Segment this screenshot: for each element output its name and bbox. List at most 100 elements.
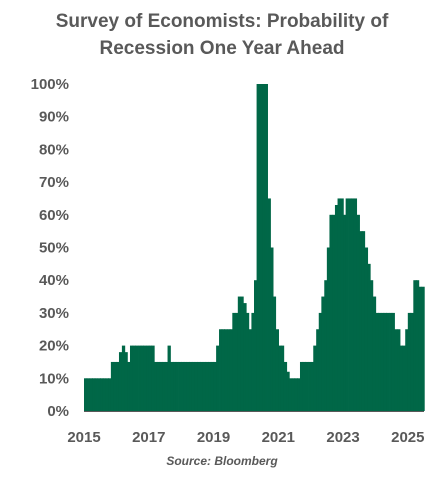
bar [132,345,136,411]
bar [140,345,144,411]
bar [283,361,288,411]
bar [367,263,371,411]
bar [394,329,398,411]
bar [94,378,98,411]
bar [186,361,190,411]
y-tick-label: 100% [31,76,69,93]
bar [421,286,425,411]
bar [278,345,282,411]
bar [316,329,320,411]
bar [164,361,169,411]
bar [102,378,107,411]
chart-title: Survey of Economists: Probability of Rec… [55,11,389,59]
bar [167,345,171,411]
bar [413,280,417,411]
bar [369,280,374,411]
x-axis-ticks: 2015 2017 2019 2021 2023 2025 [67,429,424,446]
bar [245,312,250,411]
bar [375,312,379,411]
bar [334,204,339,411]
bar [294,378,298,411]
bar [251,312,255,411]
bar [291,378,296,411]
bar [332,214,336,411]
bar [267,198,271,411]
bar [221,329,225,411]
y-tick-label: 90% [39,109,69,126]
bar [151,345,155,411]
bar [143,345,147,411]
bar [318,312,323,411]
bar [378,312,382,411]
bar [329,214,333,411]
bar [305,361,309,411]
y-axis-ticks: 0% 10% 20% 30% 40% 50% 60% 70% 80% 90% 100% [31,76,69,420]
bar [124,352,128,411]
bar [407,312,412,411]
bar [146,345,150,411]
bar [299,361,304,411]
bar [199,361,204,411]
bar [286,371,290,411]
bar [351,198,355,411]
bar [275,329,279,411]
bar [118,352,123,411]
x-tick-label: 2019 [197,429,230,446]
y-tick-label: 80% [39,141,69,158]
bar [372,296,377,411]
bar [410,312,414,411]
y-tick-label: 10% [39,370,69,387]
bars [84,84,425,411]
bar [361,231,366,411]
bar [121,345,126,411]
bar [256,84,260,411]
bar [129,345,134,411]
bar [248,329,252,411]
bar [108,378,112,411]
bar [240,296,244,411]
bar [229,329,234,411]
y-tick-label: 30% [39,305,69,322]
bar [359,231,363,411]
bar [262,84,266,411]
bar [386,312,390,411]
bar [297,378,301,411]
y-tick-label: 40% [39,272,69,289]
bar [219,329,223,411]
bar [202,361,207,411]
bar [402,345,406,411]
bar [213,361,217,411]
y-tick-label: 0% [47,403,69,420]
bar [288,378,293,411]
bar [270,247,274,411]
bar [415,280,420,411]
bar [173,361,177,411]
bar [310,361,314,411]
bar [259,84,263,411]
bar [348,198,352,411]
bar [405,329,409,411]
x-tick-label: 2015 [67,429,100,446]
y-tick-label: 50% [39,240,69,257]
bar [353,198,358,411]
bar [216,345,220,411]
bar [105,378,109,411]
bar [97,378,101,411]
bar [100,378,104,411]
bar [343,214,347,411]
bar [86,378,90,411]
bar [208,361,212,411]
bar [170,361,174,411]
bar [135,345,139,411]
bar [418,286,422,411]
bar [156,361,161,411]
bar [183,361,188,411]
y-tick-label: 60% [39,207,69,224]
bar [340,198,344,411]
bar [345,198,349,411]
bar [337,198,341,411]
bar [399,345,404,411]
x-tick-label: 2023 [326,429,359,446]
bar [308,361,312,411]
